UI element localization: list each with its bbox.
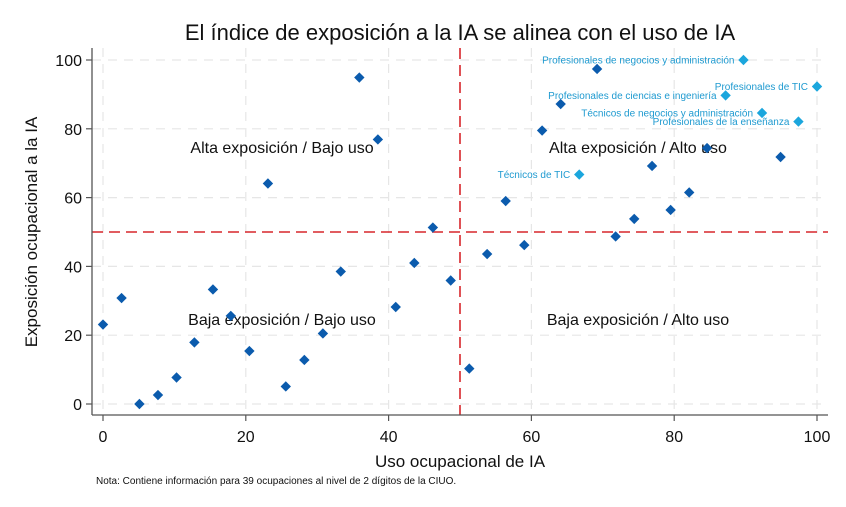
quadrant-label-bottom-left: Baja exposición / Bajo uso [188, 312, 376, 329]
data-point-label: Profesionales de la enseñanza [653, 117, 790, 128]
y-tick-label: 100 [55, 53, 82, 70]
x-tick-label: 100 [804, 429, 831, 446]
y-tick-label: 40 [64, 259, 82, 276]
y-tick-label: 60 [64, 191, 82, 208]
highlighted-data-point [720, 90, 731, 101]
data-points: Técnicos de TIC Profesionales de ciencias… [97, 54, 823, 410]
data-point-label: Profesionales de ciencias e ingeniería [548, 91, 717, 102]
x-tick-label: 40 [380, 429, 398, 446]
data-point [555, 98, 566, 110]
data-point [225, 310, 237, 322]
data-point [134, 398, 145, 410]
data-point [372, 134, 384, 145]
data-point [445, 275, 456, 286]
data-point [189, 337, 200, 348]
x-tick-label: 0 [99, 429, 108, 446]
x-tick-label: 80 [665, 429, 683, 446]
data-point [591, 63, 603, 75]
y-tick-label: 80 [64, 122, 82, 139]
x-tick-label: 20 [237, 429, 255, 446]
data-point [116, 292, 127, 304]
data-point [317, 328, 329, 339]
chart-note: Nota: Contiene información para 39 ocupa… [96, 476, 456, 487]
quadrant-label-top-left: Alta exposición / Bajo uso [190, 140, 373, 157]
y-tick-label: 0 [73, 397, 82, 414]
highlighted-data-point [574, 169, 585, 180]
y-tick-label: 20 [64, 328, 82, 345]
x-ticks: 0 20 40 60 80 100 [99, 415, 831, 446]
highlighted-data-point [738, 54, 749, 66]
data-point [610, 231, 621, 242]
data-point [97, 319, 109, 330]
data-point [536, 125, 548, 136]
highlighted-data-point [811, 81, 823, 92]
data-point [481, 248, 493, 260]
quadrant-label-top-right: Alta exposición / Alto uso [549, 140, 727, 157]
data-point [354, 72, 365, 83]
highlighted-data-point [756, 107, 768, 119]
quadrant-label-bottom-right: Baja exposición / Alto uso [547, 312, 729, 329]
grid [92, 48, 828, 415]
data-point [244, 345, 255, 357]
data-point [500, 195, 511, 207]
data-point [683, 187, 695, 198]
chart-title: El índice de exposición a la IA se aline… [185, 20, 736, 45]
data-point [519, 239, 530, 251]
data-point [171, 372, 182, 383]
data-point [280, 381, 291, 392]
data-point [775, 151, 786, 163]
data-point [646, 160, 658, 172]
data-point [390, 301, 401, 313]
data-point-label: Profesionales de negocios y administraci… [542, 56, 734, 67]
data-point-label: Técnicos de negocios y administración [581, 108, 753, 119]
data-point [665, 204, 676, 216]
x-axis-title: Uso ocupacional de IA [375, 452, 546, 471]
y-axis-title: Exposición ocupacional a la IA [22, 116, 41, 347]
highlighted-data-point [793, 116, 804, 127]
data-point [262, 178, 274, 189]
data-point-label: Profesionales de TIC [715, 82, 808, 93]
axes [91, 48, 828, 416]
data-point [152, 389, 164, 401]
data-point [464, 363, 475, 374]
data-point-label: Técnicos de TIC [498, 170, 571, 181]
data-point [409, 257, 420, 269]
data-point [701, 142, 713, 154]
y-ticks: 0 20 40 60 80 100 [55, 53, 92, 414]
data-point [629, 213, 640, 225]
data-point [427, 222, 439, 233]
reference-lines [92, 48, 828, 415]
x-tick-label: 60 [523, 429, 541, 446]
data-point [299, 354, 310, 366]
data-point [335, 266, 346, 277]
data-point [207, 284, 219, 295]
